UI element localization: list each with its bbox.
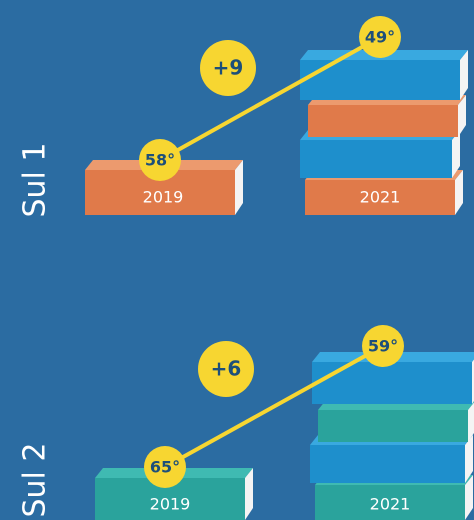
panel-label: Sul 1 [18, 142, 53, 217]
year: 2021 [370, 495, 411, 514]
book-shape [468, 402, 474, 442]
book-shape [310, 445, 465, 483]
books [85, 50, 474, 520]
change-badge [200, 40, 256, 96]
book-shape [465, 435, 473, 483]
book-shape [458, 95, 466, 137]
value-badge [139, 139, 181, 181]
book-shape [460, 50, 468, 100]
value-badge [144, 446, 186, 488]
book-shape [85, 170, 235, 215]
book-shape [315, 485, 465, 520]
change: +9 [213, 56, 244, 80]
connector [164, 344, 384, 469]
value-badge [359, 16, 401, 58]
book-shape [300, 60, 460, 100]
book-shape [300, 140, 452, 178]
panel-label: Sul 2 [18, 442, 53, 517]
change: +6 [211, 357, 242, 381]
change-badge [198, 341, 254, 397]
book-shape [308, 105, 458, 137]
year: 2019 [150, 495, 191, 514]
value: 49° [365, 28, 395, 47]
book-shape [305, 180, 455, 215]
value-badge [362, 325, 404, 367]
book-shape [245, 468, 253, 520]
book-shape [312, 362, 472, 404]
book-shape [455, 170, 463, 215]
book-shape [235, 160, 243, 215]
book-shape [318, 410, 468, 442]
book-shape [95, 478, 245, 520]
value: 59° [368, 337, 398, 356]
connector [159, 35, 381, 162]
value: 65° [150, 458, 180, 477]
year: 2019 [143, 188, 184, 207]
book-shape [452, 130, 460, 178]
book-shape [465, 475, 473, 520]
year: 2021 [360, 188, 401, 207]
value: 58° [145, 151, 175, 170]
